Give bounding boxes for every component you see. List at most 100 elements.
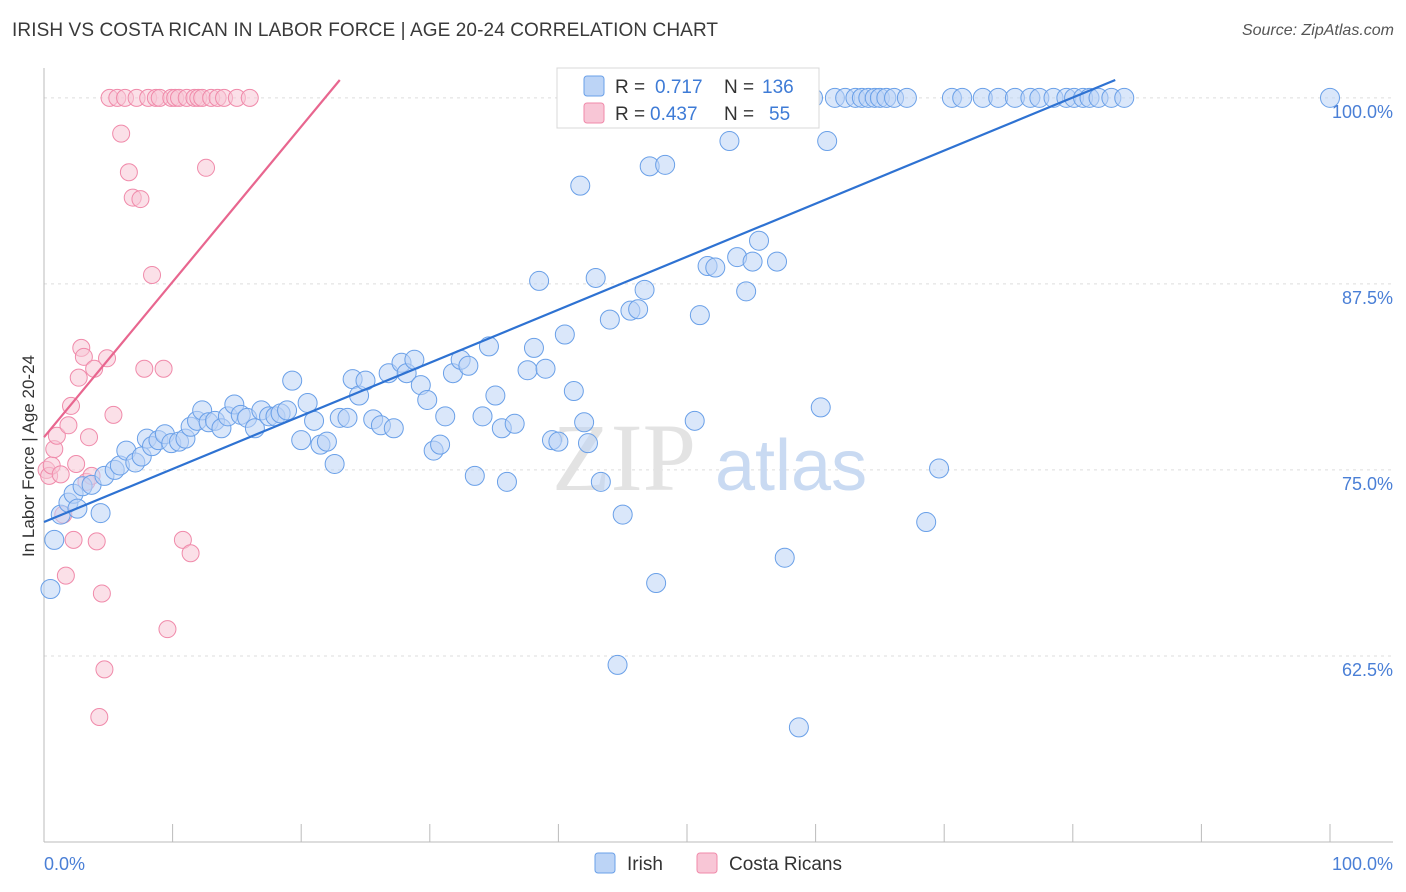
costa-ricans-point [67,454,86,473]
costa-swatch [583,102,605,124]
irish-point [458,355,479,376]
irish-point [554,324,575,345]
costa-ricans-point [47,426,66,445]
chart-title: IRISH VS COSTA RICAN IN LABOR FORCE | AG… [12,20,719,41]
irish-point [324,453,345,474]
legend-costa-label: Costa Ricans [729,854,842,875]
costa-ricans-point [240,88,259,107]
irish-point [316,431,337,452]
irish-point [607,654,628,675]
legend-irish-label: Irish [627,854,663,875]
irish-point [504,413,525,434]
irish-point [689,305,710,326]
irish-point [585,267,606,288]
costa-ricans-trend-line [43,79,341,438]
irish-point [291,430,312,451]
costa-ricans-point [119,163,138,182]
irish-point [646,573,667,594]
irish-point [774,547,795,568]
y-tick-label: 75.0% [1342,474,1393,494]
irish-point [535,358,556,379]
watermark-zip: ZIP [552,404,696,511]
irish-point [817,131,838,152]
y-axis-label: In Labor Force | Age 20-24 [19,355,38,557]
legend-irish-swatch [594,852,616,874]
irish-point [952,87,973,108]
irish-point [655,154,676,175]
irish-point [485,385,506,406]
irish-point [719,131,740,152]
irish-point [563,381,584,402]
irish-point [788,717,809,738]
irish-point [599,309,620,330]
irish-point [574,412,595,433]
irish-trend-line [43,78,1116,524]
irish-point [749,230,770,251]
irish-point [548,431,569,452]
costa-ricans-point [80,428,99,447]
costa-ricans-point [181,544,200,563]
irish-point [90,503,111,524]
irish-swatch [583,75,605,97]
costa-ricans-point [87,532,106,551]
grid-lines [44,97,1394,657]
costa-ricans-point [104,405,123,424]
irish-point [277,400,298,421]
axes [43,68,1393,843]
costa-ricans-point [197,158,216,177]
source-credit: Source: ZipAtlas.com [1241,22,1394,39]
irish-point [1320,87,1340,108]
irish-point [282,370,303,391]
irish-point [628,299,649,320]
x-tick-label: 100.0% [1332,854,1393,874]
irish-point [736,281,757,302]
legend-costa-swatch [696,852,718,874]
costa-ricans-point [92,584,111,603]
irish-points [40,87,1340,738]
trend-lines [43,78,1116,524]
costa-ricans-point [135,359,154,378]
costa-ricans-point [98,349,117,368]
costa-ricans-point [56,566,75,585]
irish-point [705,257,726,278]
irish-point [577,433,598,454]
costa-ricans-point [143,265,162,284]
irish-r-value: 0.717 [655,77,703,98]
y-tick-label: 100.0% [1332,102,1393,122]
watermark-atlas: atlas [715,426,867,506]
irish-point [929,458,950,479]
costa-n-value: 55 [769,104,790,125]
irish-point [634,279,655,300]
irish-point [916,512,937,533]
irish-r-label: R = [615,77,645,98]
irish-point [417,389,438,410]
irish-point [523,337,544,358]
x-tick-labels: 0.0% 100.0% [44,854,1393,874]
irish-point [896,87,917,108]
irish-point [478,336,499,357]
costa-ricans-point [173,530,192,549]
irish-point [988,87,1009,108]
irish-point [44,529,65,550]
costa-ricans-point [154,359,173,378]
y-tick-label: 62.5% [1342,660,1393,680]
costa-ricans-point [51,465,70,484]
irish-point [810,397,831,418]
irish-point [684,410,705,431]
irish-n-label: N = [724,77,754,98]
irish-point [430,434,451,455]
costa-ricans-point [158,620,177,639]
costa-r-label: R = [615,104,645,125]
stats-legend: R = 0.717 N = 136 R = 0.437 N = 55 [556,67,820,129]
irish-point [435,406,456,427]
costa-ricans-point [95,660,114,679]
costa-ricans-point [131,190,150,209]
costa-ricans-point [69,368,88,387]
costa-r-value: 0.437 [650,104,698,125]
series-legend: Irish Costa Ricans [594,852,842,875]
irish-n-value: 136 [762,77,794,98]
irish-point [383,418,404,439]
irish-point [472,406,493,427]
irish-point [612,504,633,525]
